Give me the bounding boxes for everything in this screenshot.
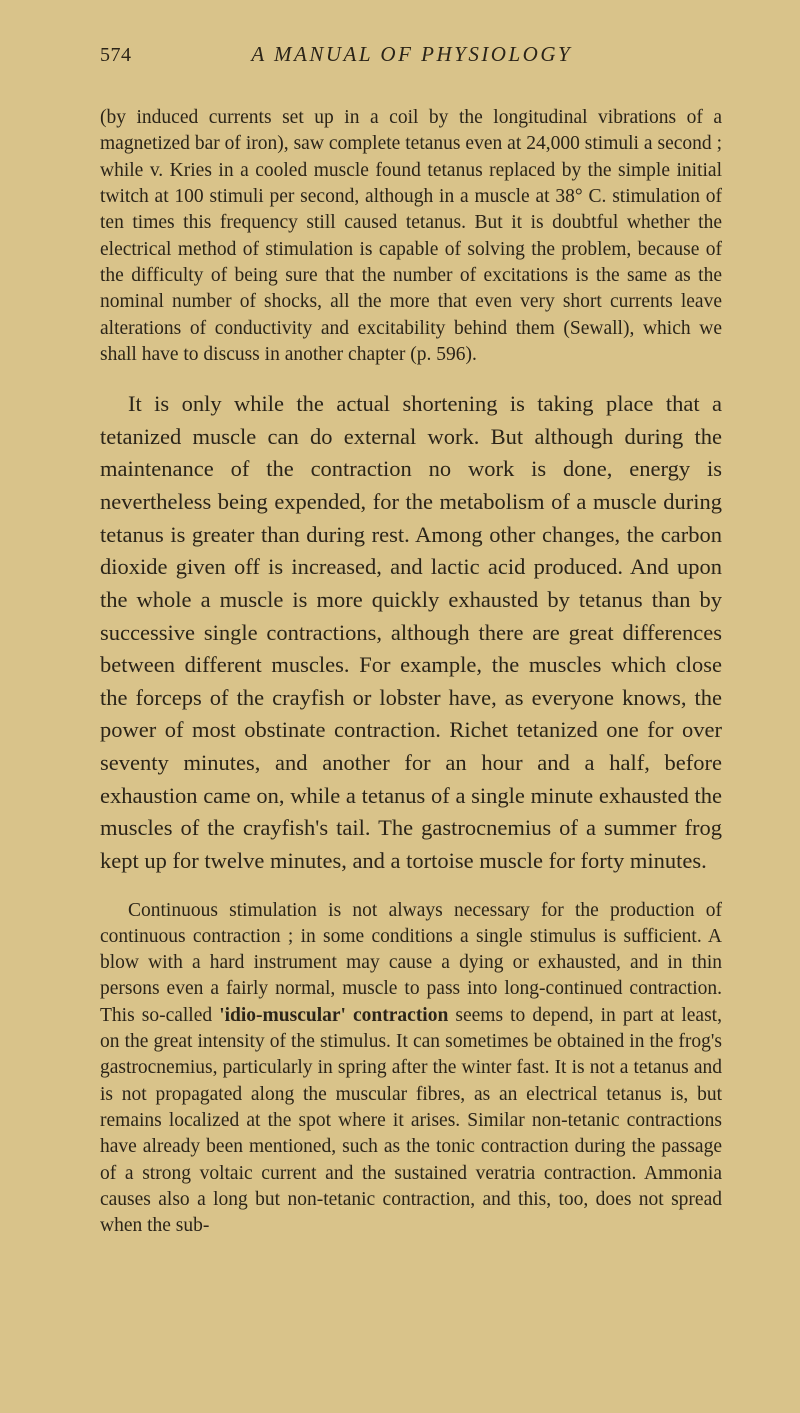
- paragraph-3-post: seems to depend, in part at least, on th…: [100, 1005, 722, 1237]
- page-number: 574: [100, 44, 132, 67]
- page-header: 574 A MANUAL OF PHYSIOLOGY: [100, 42, 722, 67]
- page-container: 574 A MANUAL OF PHYSIOLOGY (by induced c…: [0, 0, 800, 1413]
- running-title: A MANUAL OF PHYSIOLOGY: [132, 42, 723, 67]
- paragraph-3: Continuous stimulation is not always nec…: [100, 898, 722, 1240]
- idio-muscular-term: 'idio-muscular' con­traction: [219, 1005, 448, 1026]
- paragraph-1: (by induced currents set up in a coil by…: [100, 105, 722, 368]
- paragraph-2: It is only while the actual shortening i…: [100, 388, 722, 877]
